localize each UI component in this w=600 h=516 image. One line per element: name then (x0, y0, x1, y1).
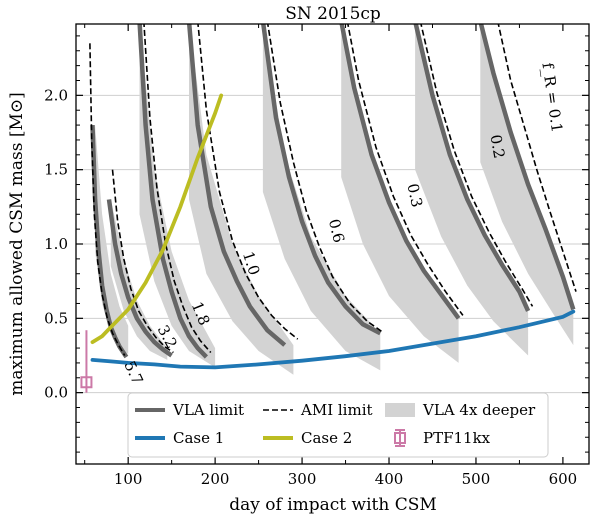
plot-area: 5.73.21.81.00.60.30.2f_R = 0.1 (76, 24, 589, 394)
x-tick-label: 400 (375, 470, 404, 488)
curve-label: 0.6 (325, 217, 348, 245)
ami-limit-curve (143, 24, 212, 354)
curve-label: 0.3 (404, 182, 427, 209)
ami-limit-curve (420, 24, 534, 307)
vla-limit-curve (478, 24, 576, 311)
ami-limit-curve (497, 24, 577, 292)
vla-4x-deeper-band (415, 24, 529, 356)
ami-limit-curve (89, 43, 126, 356)
legend-label: Case 2 (301, 429, 352, 447)
plot-clip-group: 5.73.21.81.00.60.30.2f_R = 0.1 (76, 24, 589, 394)
vla-4x-deeper-band (341, 24, 459, 363)
vla-limit-curve (339, 24, 461, 320)
legend-label: VLA limit (172, 401, 244, 419)
vla-limit-curve (186, 24, 287, 347)
x-tick-label: 300 (288, 470, 317, 488)
vla-limit-curve (106, 199, 173, 358)
ami-limit-curve (197, 24, 299, 340)
x-axis-label: day of impact with CSM (229, 495, 437, 515)
legend: VLA limit AMI limit VLA 4x deeper Case 1 Cas… (127, 392, 549, 458)
x-tick-label: 100 (114, 470, 143, 488)
legend-swatch-square (394, 432, 406, 444)
ami-limit-curve (347, 24, 464, 316)
curve-label: 0.2 (486, 133, 508, 160)
series-case-2 (90, 93, 224, 344)
legend-label: PTF11kx (423, 429, 491, 447)
y-tick-label: 2.0 (44, 86, 68, 104)
y-tick-label: 0.5 (44, 309, 68, 327)
vla-limit-curve (261, 24, 382, 336)
legend-box (127, 392, 549, 458)
x-tick-label: 200 (201, 470, 230, 488)
vla-limit-curve (90, 125, 129, 359)
ami-limit-curve (266, 24, 383, 333)
vla-4x-deeper-band (139, 24, 216, 368)
vla-limit-curve (137, 24, 209, 359)
y-tick-label: 0.0 (44, 384, 68, 402)
legend-label: VLA 4x deeper (422, 401, 536, 419)
y-axis-label: maximum allowed CSM mass [M⊙] (7, 92, 27, 396)
x-tick-label: 500 (462, 470, 491, 488)
ptf11kx-marker (80, 376, 93, 389)
vla-4x-deeper-band (189, 24, 294, 375)
y-tick-label: 1.5 (44, 161, 68, 179)
series-case-1 (90, 309, 576, 370)
legend-swatch-patch (385, 403, 415, 417)
vla-limit-curve (413, 24, 531, 312)
x-tick-label: 600 (549, 470, 578, 488)
ami-limit-curve (111, 169, 174, 354)
vla-4x-deeper-band (262, 24, 381, 371)
axis-ticks: 100 200 300 400 500 600 0.0 0.5 1.0 1.5 2.0 (44, 24, 589, 488)
legend-label: Case 1 (173, 429, 224, 447)
legend-label: AMI limit (300, 401, 373, 419)
y-tick-label: 1.0 (44, 235, 68, 253)
chart-title: SN 2015cp (285, 4, 381, 24)
